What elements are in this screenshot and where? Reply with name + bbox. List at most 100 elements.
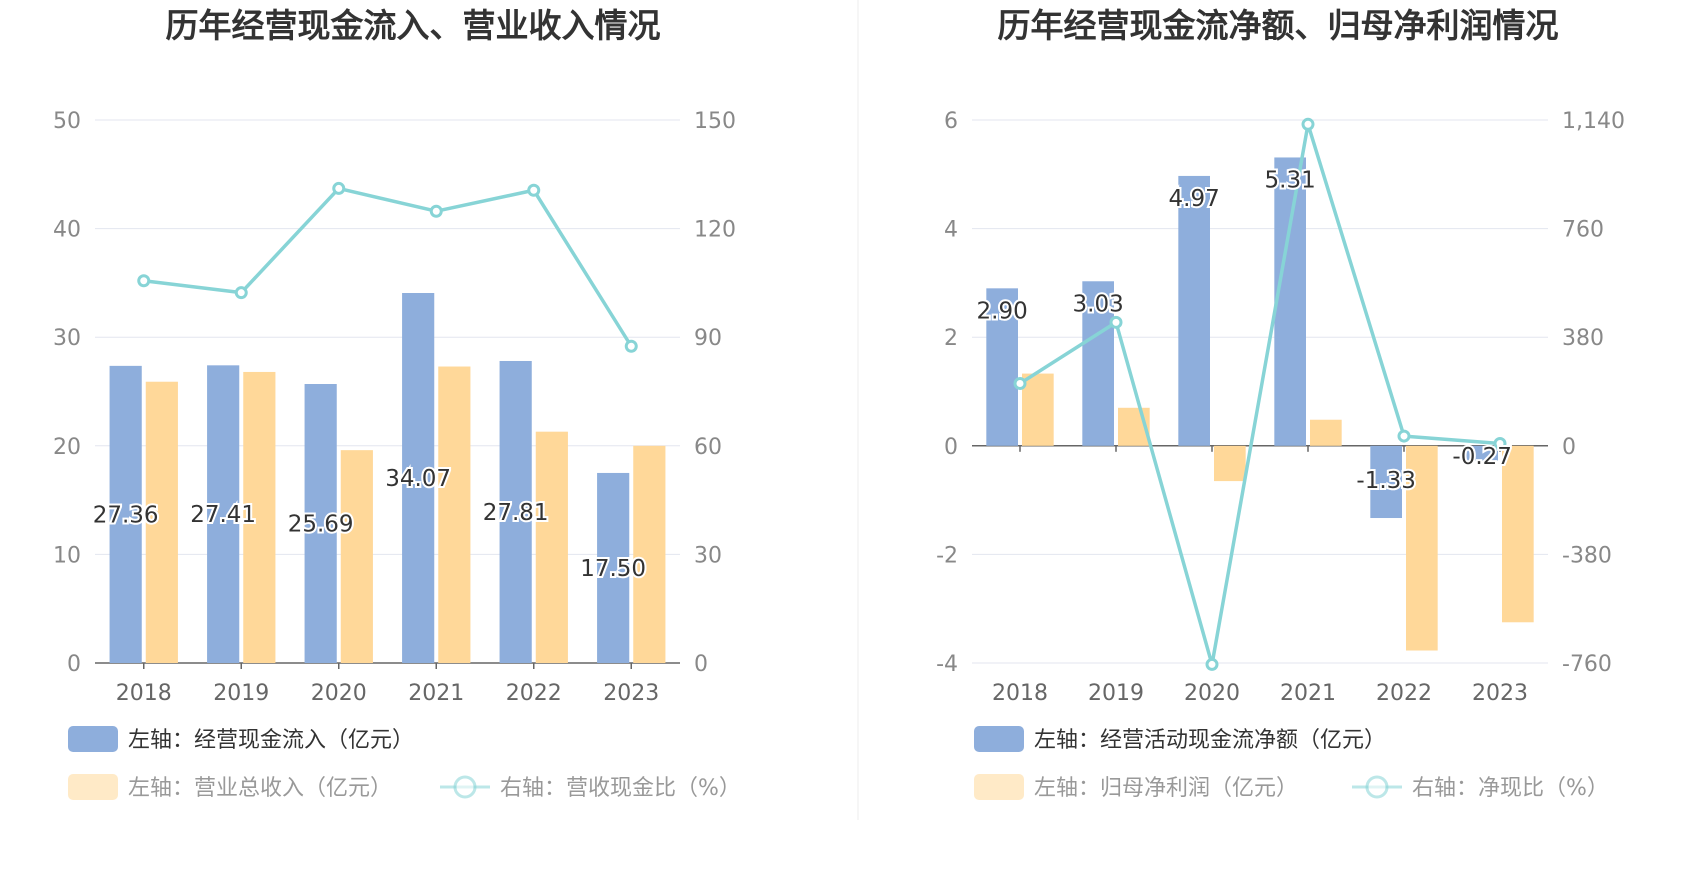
ratio-point	[332, 181, 346, 195]
net-cashflow-profit-chart: 历年经营现金流净额、归母净利润情况 6 1,140 4 760 2 380 0 0 -2 -380…	[936, 6, 1625, 801]
bar-orange	[243, 371, 276, 663]
right-axis-tick-label: 120	[694, 218, 736, 243]
left-axis-tick-label: 20	[53, 435, 81, 460]
ratio-polyline	[1019, 122, 1501, 667]
left-axis-tick-label: 2	[944, 326, 958, 351]
bar-orange	[438, 366, 471, 663]
right-axis-tick-label: 30	[694, 543, 722, 568]
right-axis-tick-label: 0	[694, 652, 708, 677]
legend-swatch-net-profit[interactable]	[974, 774, 1024, 800]
x-axis-tick-label: 2020	[1184, 681, 1240, 706]
ratio-line	[1013, 117, 1507, 671]
bar-blue	[986, 288, 1018, 446]
ratio-point	[1109, 315, 1123, 329]
bar-orange	[1502, 445, 1534, 623]
bars	[109, 292, 666, 663]
data-label: 2.90	[977, 298, 1028, 324]
bar-blue	[1274, 157, 1306, 446]
data-label: 17.50	[580, 556, 646, 582]
data-label: 27.41	[190, 502, 256, 528]
x-axis-tick-label: 2022	[506, 681, 562, 706]
ratio-point	[1397, 429, 1411, 443]
right-axis-tick-label: 1,140	[1562, 109, 1625, 134]
legend-label-ratio[interactable]: 右轴：营收现金比（%）	[500, 776, 741, 801]
data-label: 25.69	[288, 512, 354, 538]
right-axis-tick-label: 380	[1562, 326, 1604, 351]
bar-blue	[1082, 281, 1114, 446]
ratio-point	[1013, 376, 1027, 390]
data-label: -1.33	[1356, 468, 1416, 494]
x-axis-tick-label: 2021	[1280, 681, 1336, 706]
bar-orange	[535, 431, 568, 663]
bar-orange	[1022, 373, 1054, 446]
bar-orange	[633, 445, 666, 663]
right-axis-tick-label: -380	[1562, 543, 1612, 568]
ratio-point	[527, 183, 541, 197]
legend-label-net-ratio[interactable]: 右轴：净现比（%）	[1412, 776, 1609, 801]
x-axis-tick-label: 2021	[408, 681, 464, 706]
left-axis-tick-label: -2	[936, 543, 958, 568]
right-axis-tick-label: 0	[1562, 435, 1576, 460]
bar-blue	[597, 472, 630, 663]
legend-swatch-inflow[interactable]	[68, 726, 118, 752]
data-label: 3.03	[1073, 291, 1124, 317]
data-label: 27.36	[93, 502, 159, 528]
bar-orange	[1310, 419, 1342, 446]
x-axis-tick-label: 2022	[1376, 681, 1432, 706]
bar-orange	[1214, 445, 1246, 482]
x-axis-tick-label: 2019	[1088, 681, 1144, 706]
bar-orange	[145, 381, 178, 663]
left-axis-tick-label: 30	[53, 326, 81, 351]
left-axis-tick-label: 0	[944, 435, 958, 460]
left-axis-tick-label: 50	[53, 109, 81, 134]
legend-swatch-net-ratio[interactable]	[1352, 775, 1402, 799]
right-axis-tick-label: -760	[1562, 652, 1612, 677]
ratio-point	[429, 204, 443, 218]
legend-swatch-ratio[interactable]	[440, 775, 490, 799]
legend-label-net-cashflow[interactable]: 左轴：经营活动现金流净额（亿元）	[1034, 728, 1386, 753]
gridlines	[972, 119, 1548, 664]
left-axis-tick-label: 40	[53, 218, 81, 243]
bar-blue	[1178, 175, 1210, 446]
left-axis-tick-label: 4	[944, 218, 958, 243]
chart-title: 历年经营现金流净额、归母净利润情况	[998, 6, 1559, 45]
ratio-point	[1205, 657, 1219, 671]
bar-blue	[1466, 445, 1498, 461]
ratio-point	[1493, 437, 1507, 451]
legend-label-revenue[interactable]: 左轴：营业总收入（亿元）	[128, 776, 392, 801]
left-axis-tick-label: 10	[53, 543, 81, 568]
data-label: 34.07	[385, 466, 451, 492]
data-label: 27.81	[483, 500, 549, 526]
right-axis-tick-label: 150	[694, 109, 736, 134]
right-axis-tick-label: 60	[694, 435, 722, 460]
data-labels: 2.90 3.03 4.97 5.31 -1.33 -0.27	[975, 165, 1514, 496]
x-axis-tick-label: 2023	[603, 681, 659, 706]
ratio-line	[137, 181, 638, 353]
right-axis-tick-label: 90	[694, 326, 722, 351]
data-label: 5.31	[1265, 167, 1316, 193]
axes: 50 150 40 120 30 90 20 60 10 30 0 0 2018 2019 2020 2021…	[53, 109, 736, 706]
legend-label-inflow[interactable]: 左轴：经营现金流入（亿元）	[128, 728, 414, 753]
chart-title: 历年经营现金流入、营业收入情况	[166, 6, 661, 45]
left-axis-tick-label: 6	[944, 109, 958, 134]
data-label: 4.97	[1169, 186, 1220, 212]
right-axis-tick-label: 760	[1562, 218, 1604, 243]
ratio-point	[234, 286, 248, 300]
left-axis-tick-label: -4	[936, 652, 958, 677]
legend-swatch-net-cashflow[interactable]	[974, 726, 1024, 752]
bar-blue	[499, 360, 532, 663]
data-labels: 27.36 27.41 25.69 34.07 27.81 17.50	[91, 464, 648, 584]
axes: 6 1,140 4 760 2 380 0 0 -2 -380 -4 -760 2018 2019 2020…	[936, 109, 1625, 706]
ratio-point	[624, 339, 638, 353]
bar-blue	[109, 365, 142, 663]
legend-label-net-profit[interactable]: 左轴：归母净利润（亿元）	[1034, 776, 1298, 801]
x-axis-tick-label: 2018	[116, 681, 172, 706]
left-axis-tick-label: 0	[67, 652, 81, 677]
bar-blue	[207, 365, 240, 663]
legend-swatch-revenue[interactable]	[68, 774, 118, 800]
bars	[986, 157, 1534, 651]
bar-blue	[304, 384, 337, 663]
bar-orange	[1406, 445, 1438, 651]
bar-blue	[402, 292, 435, 663]
